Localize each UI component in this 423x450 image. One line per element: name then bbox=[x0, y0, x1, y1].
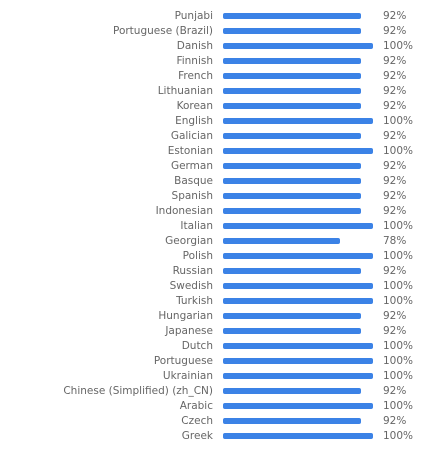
category-label: Lithuanian bbox=[158, 85, 213, 97]
value-label: 92% bbox=[383, 385, 406, 397]
value-label: 100% bbox=[383, 355, 413, 367]
value-label: 100% bbox=[383, 220, 413, 232]
category-label: Swedish bbox=[170, 280, 213, 292]
value-label: 92% bbox=[383, 130, 406, 142]
bar bbox=[223, 328, 361, 334]
category-label: Basque bbox=[174, 175, 213, 187]
value-label: 92% bbox=[383, 55, 406, 67]
bar bbox=[223, 103, 361, 109]
bar bbox=[223, 313, 361, 319]
category-label: Danish bbox=[177, 40, 213, 52]
category-label: Estonian bbox=[168, 145, 213, 157]
value-label: 100% bbox=[383, 295, 413, 307]
category-label: German bbox=[171, 160, 213, 172]
category-label: Russian bbox=[173, 265, 213, 277]
category-label: Japanese bbox=[164, 325, 213, 337]
bar bbox=[223, 403, 373, 409]
value-label: 78% bbox=[383, 235, 406, 247]
value-label: 92% bbox=[383, 25, 406, 37]
bar bbox=[223, 223, 373, 229]
value-label: 92% bbox=[383, 205, 406, 217]
value-label: 100% bbox=[383, 40, 413, 52]
bar bbox=[223, 208, 361, 214]
bar bbox=[223, 148, 373, 154]
bar bbox=[223, 373, 373, 379]
category-label: English bbox=[175, 115, 213, 127]
value-label: 100% bbox=[383, 250, 413, 262]
category-label: Korean bbox=[177, 100, 213, 112]
bar bbox=[223, 418, 361, 424]
bar bbox=[223, 388, 361, 394]
value-label: 92% bbox=[383, 160, 406, 172]
value-label: 92% bbox=[383, 415, 406, 427]
value-label: 92% bbox=[383, 70, 406, 82]
bar bbox=[223, 283, 373, 289]
category-label: Turkish bbox=[175, 295, 213, 307]
category-label: Finnish bbox=[176, 55, 213, 67]
category-label: Dutch bbox=[182, 340, 213, 352]
bar bbox=[223, 88, 361, 94]
bar bbox=[223, 268, 361, 274]
category-label: Indonesian bbox=[156, 205, 213, 217]
bar bbox=[223, 358, 373, 364]
category-label: Portuguese (Brazil) bbox=[113, 25, 213, 37]
bar bbox=[223, 163, 361, 169]
category-label: Galician bbox=[171, 130, 213, 142]
category-label: Czech bbox=[181, 415, 213, 427]
category-label: Arabic bbox=[180, 400, 214, 412]
bar bbox=[223, 433, 373, 439]
bar bbox=[223, 13, 361, 19]
bar bbox=[223, 73, 361, 79]
bar bbox=[223, 118, 373, 124]
category-label: Ukrainian bbox=[163, 370, 213, 382]
value-label: 100% bbox=[383, 145, 413, 157]
value-label: 92% bbox=[383, 190, 406, 202]
category-label: Spanish bbox=[172, 190, 213, 202]
bar bbox=[223, 253, 373, 259]
value-label: 92% bbox=[383, 100, 406, 112]
value-label: 92% bbox=[383, 325, 406, 337]
value-label: 100% bbox=[383, 370, 413, 382]
value-label: 92% bbox=[383, 85, 406, 97]
bar bbox=[223, 238, 340, 244]
category-label: Georgian bbox=[165, 235, 213, 247]
bar bbox=[223, 178, 361, 184]
category-label: Polish bbox=[183, 250, 213, 262]
bar bbox=[223, 58, 361, 64]
value-label: 100% bbox=[383, 400, 413, 412]
value-label: 100% bbox=[383, 280, 413, 292]
value-label: 100% bbox=[383, 115, 413, 127]
value-label: 92% bbox=[383, 10, 406, 22]
value-label: 92% bbox=[383, 175, 406, 187]
bar bbox=[223, 193, 361, 199]
bar bbox=[223, 298, 373, 304]
bar bbox=[223, 343, 373, 349]
category-label: Hungarian bbox=[158, 310, 213, 322]
value-label: 92% bbox=[383, 310, 406, 322]
value-label: 100% bbox=[383, 430, 413, 442]
category-label: French bbox=[178, 70, 213, 82]
category-label: Portuguese bbox=[154, 355, 213, 367]
bar bbox=[223, 43, 373, 49]
bar bbox=[223, 133, 361, 139]
category-label: Greek bbox=[182, 430, 214, 442]
category-label: Chinese (Simplified) (zh_CN) bbox=[63, 385, 213, 397]
value-label: 100% bbox=[383, 340, 413, 352]
category-label: Punjabi bbox=[175, 10, 213, 22]
bar bbox=[223, 28, 361, 34]
value-label: 92% bbox=[383, 265, 406, 277]
category-label: Italian bbox=[180, 220, 213, 232]
